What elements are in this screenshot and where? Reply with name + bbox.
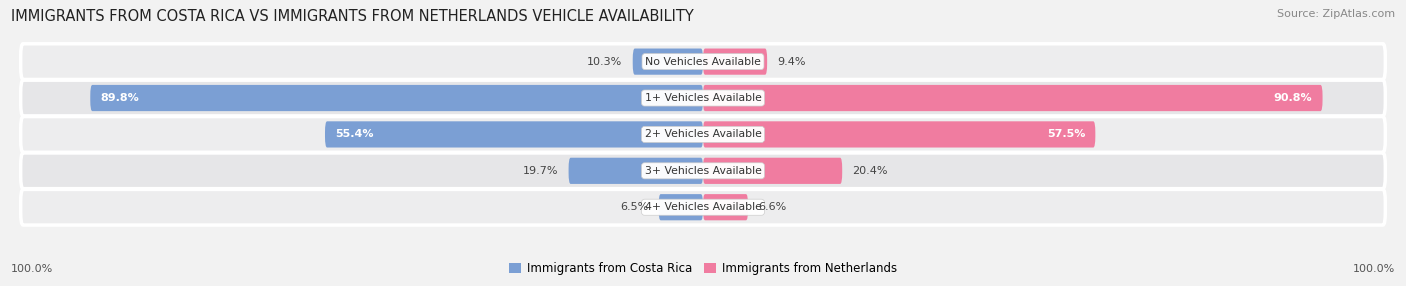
FancyBboxPatch shape — [568, 158, 703, 184]
Text: No Vehicles Available: No Vehicles Available — [645, 57, 761, 67]
FancyBboxPatch shape — [325, 121, 703, 148]
Text: 89.8%: 89.8% — [100, 93, 139, 103]
FancyBboxPatch shape — [703, 158, 842, 184]
Text: 90.8%: 90.8% — [1274, 93, 1312, 103]
Text: 3+ Vehicles Available: 3+ Vehicles Available — [644, 166, 762, 176]
FancyBboxPatch shape — [21, 80, 1385, 116]
Text: 100.0%: 100.0% — [1353, 264, 1395, 274]
Text: 9.4%: 9.4% — [778, 57, 806, 67]
FancyBboxPatch shape — [703, 49, 768, 75]
Text: 57.5%: 57.5% — [1046, 130, 1085, 139]
FancyBboxPatch shape — [90, 85, 703, 111]
FancyBboxPatch shape — [21, 189, 1385, 225]
FancyBboxPatch shape — [21, 117, 1385, 152]
Text: 6.6%: 6.6% — [758, 202, 786, 212]
Text: 6.5%: 6.5% — [620, 202, 648, 212]
FancyBboxPatch shape — [703, 85, 1323, 111]
Text: 4+ Vehicles Available: 4+ Vehicles Available — [644, 202, 762, 212]
Text: 100.0%: 100.0% — [11, 264, 53, 274]
Text: 10.3%: 10.3% — [588, 57, 623, 67]
Text: 2+ Vehicles Available: 2+ Vehicles Available — [644, 130, 762, 139]
FancyBboxPatch shape — [21, 153, 1385, 189]
FancyBboxPatch shape — [21, 44, 1385, 80]
Text: 1+ Vehicles Available: 1+ Vehicles Available — [644, 93, 762, 103]
FancyBboxPatch shape — [633, 49, 703, 75]
Text: IMMIGRANTS FROM COSTA RICA VS IMMIGRANTS FROM NETHERLANDS VEHICLE AVAILABILITY: IMMIGRANTS FROM COSTA RICA VS IMMIGRANTS… — [11, 9, 695, 23]
Text: 19.7%: 19.7% — [523, 166, 558, 176]
FancyBboxPatch shape — [658, 194, 703, 220]
FancyBboxPatch shape — [703, 194, 748, 220]
Text: 55.4%: 55.4% — [335, 130, 374, 139]
Text: Source: ZipAtlas.com: Source: ZipAtlas.com — [1277, 9, 1395, 19]
FancyBboxPatch shape — [703, 121, 1095, 148]
Text: 20.4%: 20.4% — [852, 166, 889, 176]
Legend: Immigrants from Costa Rica, Immigrants from Netherlands: Immigrants from Costa Rica, Immigrants f… — [505, 258, 901, 280]
